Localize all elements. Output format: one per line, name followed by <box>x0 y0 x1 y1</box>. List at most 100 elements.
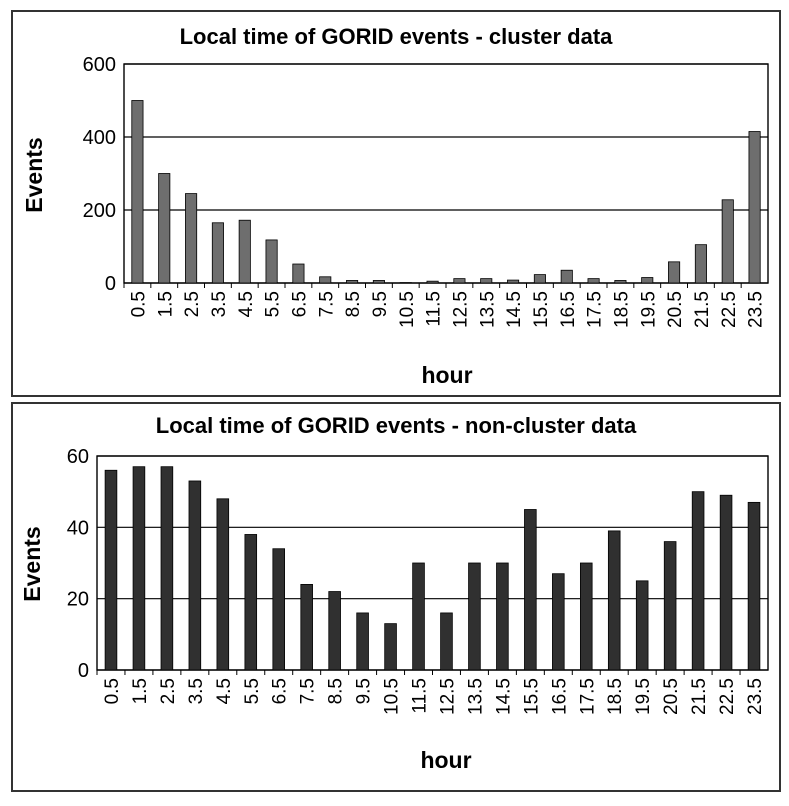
cluster-bar <box>641 277 654 284</box>
cluster-x-tick-label: 21.5 <box>692 291 713 328</box>
non-cluster-x-tick-label: 2.5 <box>158 678 179 704</box>
cluster-chart-title: Local time of GORID events - cluster dat… <box>180 24 614 49</box>
cluster-x-tick-label: 10.5 <box>397 291 418 328</box>
cluster-bar <box>372 280 385 284</box>
non-cluster-bar <box>635 580 649 671</box>
cluster-x-tick-label: 22.5 <box>719 291 740 328</box>
cluster-x-tick-label: 7.5 <box>316 291 337 317</box>
non-cluster-y-axis-label: Events <box>19 526 45 601</box>
cluster-x-tick-label: 9.5 <box>370 291 391 317</box>
cluster-bar <box>346 280 359 284</box>
cluster-bar <box>131 100 144 284</box>
non-cluster-x-tick-label: 16.5 <box>549 678 570 715</box>
non-cluster-bar <box>663 541 677 671</box>
non-cluster-bar <box>552 573 565 671</box>
non-cluster-bar <box>412 562 425 671</box>
non-cluster-y-tick-label: 0 <box>78 660 89 682</box>
cluster-y-tick-label: 600 <box>83 54 116 76</box>
cluster-bar <box>533 274 546 284</box>
cluster-bar <box>694 244 707 284</box>
non-cluster-bar <box>384 623 397 671</box>
non-cluster-x-tick-label: 18.5 <box>605 678 626 715</box>
non-cluster-y-tick-label: 60 <box>67 446 89 468</box>
non-cluster-y-tick-label: 40 <box>67 517 89 539</box>
cluster-bar <box>560 269 573 284</box>
cluster-x-tick-label: 4.5 <box>236 291 257 317</box>
cluster-x-tick-label: 15.5 <box>531 291 552 328</box>
non-cluster-x-tick-label: 17.5 <box>577 678 598 715</box>
cluster-x-tick-label: 5.5 <box>263 291 284 317</box>
cluster-bar <box>292 263 305 284</box>
cluster-chart-frame <box>11 10 781 397</box>
non-cluster-x-tick-label: 11.5 <box>410 678 431 714</box>
cluster-x-tick-label: 1.5 <box>155 291 176 317</box>
cluster-bar <box>185 193 198 284</box>
cluster-bar <box>668 261 681 284</box>
cluster-x-axis-label: hour <box>421 362 472 388</box>
non-cluster-x-tick-label: 21.5 <box>689 678 710 715</box>
non-cluster-x-tick-label: 22.5 <box>717 678 738 715</box>
cluster-x-tick-label: 13.5 <box>477 291 498 328</box>
non-cluster-bar <box>607 530 621 671</box>
non-cluster-x-tick-label: 13.5 <box>465 678 486 715</box>
cluster-x-tick-label: 23.5 <box>746 291 767 328</box>
cluster-x-tick-label: 2.5 <box>182 291 203 317</box>
non-cluster-bar <box>328 591 341 671</box>
non-cluster-x-tick-label: 14.5 <box>493 678 514 715</box>
cluster-bar <box>158 173 171 284</box>
non-cluster-bar <box>104 469 118 671</box>
non-cluster-chart-title: Local time of GORID events - non-cluster… <box>156 413 637 438</box>
non-cluster-bar <box>272 548 286 671</box>
non-cluster-x-axis-label: hour <box>420 747 471 773</box>
non-cluster-x-tick-label: 1.5 <box>130 678 151 704</box>
non-cluster-bar <box>691 491 705 671</box>
cluster-x-tick-label: 16.5 <box>558 291 579 328</box>
non-cluster-bar <box>188 480 202 671</box>
cluster-y-tick-label: 400 <box>83 127 116 149</box>
cluster-bar <box>480 278 493 284</box>
non-cluster-bar <box>440 612 453 671</box>
non-cluster-bar <box>160 466 174 671</box>
non-cluster-x-tick-label: 19.5 <box>633 678 654 715</box>
non-cluster-plot-area: 0 20 40 60 0.5 1.5 2.5 3.5 4.5 5.5 6.5 7.5 8.5 9.5 10.… <box>67 446 769 715</box>
non-cluster-bar <box>356 612 369 671</box>
non-cluster-bar <box>719 494 733 671</box>
non-cluster-y-tick-label: 20 <box>67 589 89 611</box>
cluster-bar <box>748 131 761 284</box>
cluster-x-tick-label: 11.5 <box>424 291 445 327</box>
non-cluster-bar <box>132 466 146 671</box>
non-cluster-x-tick-label: 0.5 <box>102 678 123 704</box>
non-cluster-x-tick-label: 12.5 <box>437 678 458 715</box>
cluster-y-tick-label: 200 <box>83 200 116 222</box>
non-cluster-bar <box>579 562 593 671</box>
cluster-bar <box>721 199 734 284</box>
cluster-bar <box>238 219 251 284</box>
non-cluster-bar <box>747 501 761 671</box>
cluster-y-tick-label: 0 <box>105 273 116 295</box>
non-cluster-x-tick-label: 9.5 <box>354 678 375 704</box>
non-cluster-x-tick-label: 7.5 <box>298 678 319 704</box>
non-cluster-x-tick-label: 4.5 <box>214 678 235 704</box>
cluster-bar <box>453 278 466 284</box>
cluster-x-tick-label: 17.5 <box>585 291 606 328</box>
non-cluster-bar <box>496 562 509 671</box>
non-cluster-bar <box>524 509 537 671</box>
cluster-bar <box>426 280 439 284</box>
cluster-x-tick-label: 8.5 <box>343 291 364 317</box>
cluster-bar <box>614 280 627 284</box>
non-cluster-bar <box>300 584 313 671</box>
cluster-bar <box>587 278 600 284</box>
cluster-bar <box>507 279 520 284</box>
non-cluster-x-tick-label: 8.5 <box>326 678 347 704</box>
cluster-x-tick-label: 14.5 <box>504 291 525 328</box>
non-cluster-x-tick-label: 6.5 <box>270 678 291 704</box>
cluster-x-tick-label: 20.5 <box>665 291 686 328</box>
cluster-x-tick-label: 6.5 <box>289 291 310 317</box>
non-cluster-x-tick-label: 10.5 <box>382 678 403 715</box>
non-cluster-bar <box>244 534 258 671</box>
non-cluster-bar <box>468 562 481 671</box>
non-cluster-x-tick-label: 23.5 <box>745 678 766 715</box>
cluster-plot-area: 0 200 400 600 0.5 1.5 2.5 3.5 4.5 5.5 6.5 7.5 8.5 9.5… <box>83 54 769 328</box>
non-cluster-x-tick-label: 15.5 <box>521 678 542 715</box>
